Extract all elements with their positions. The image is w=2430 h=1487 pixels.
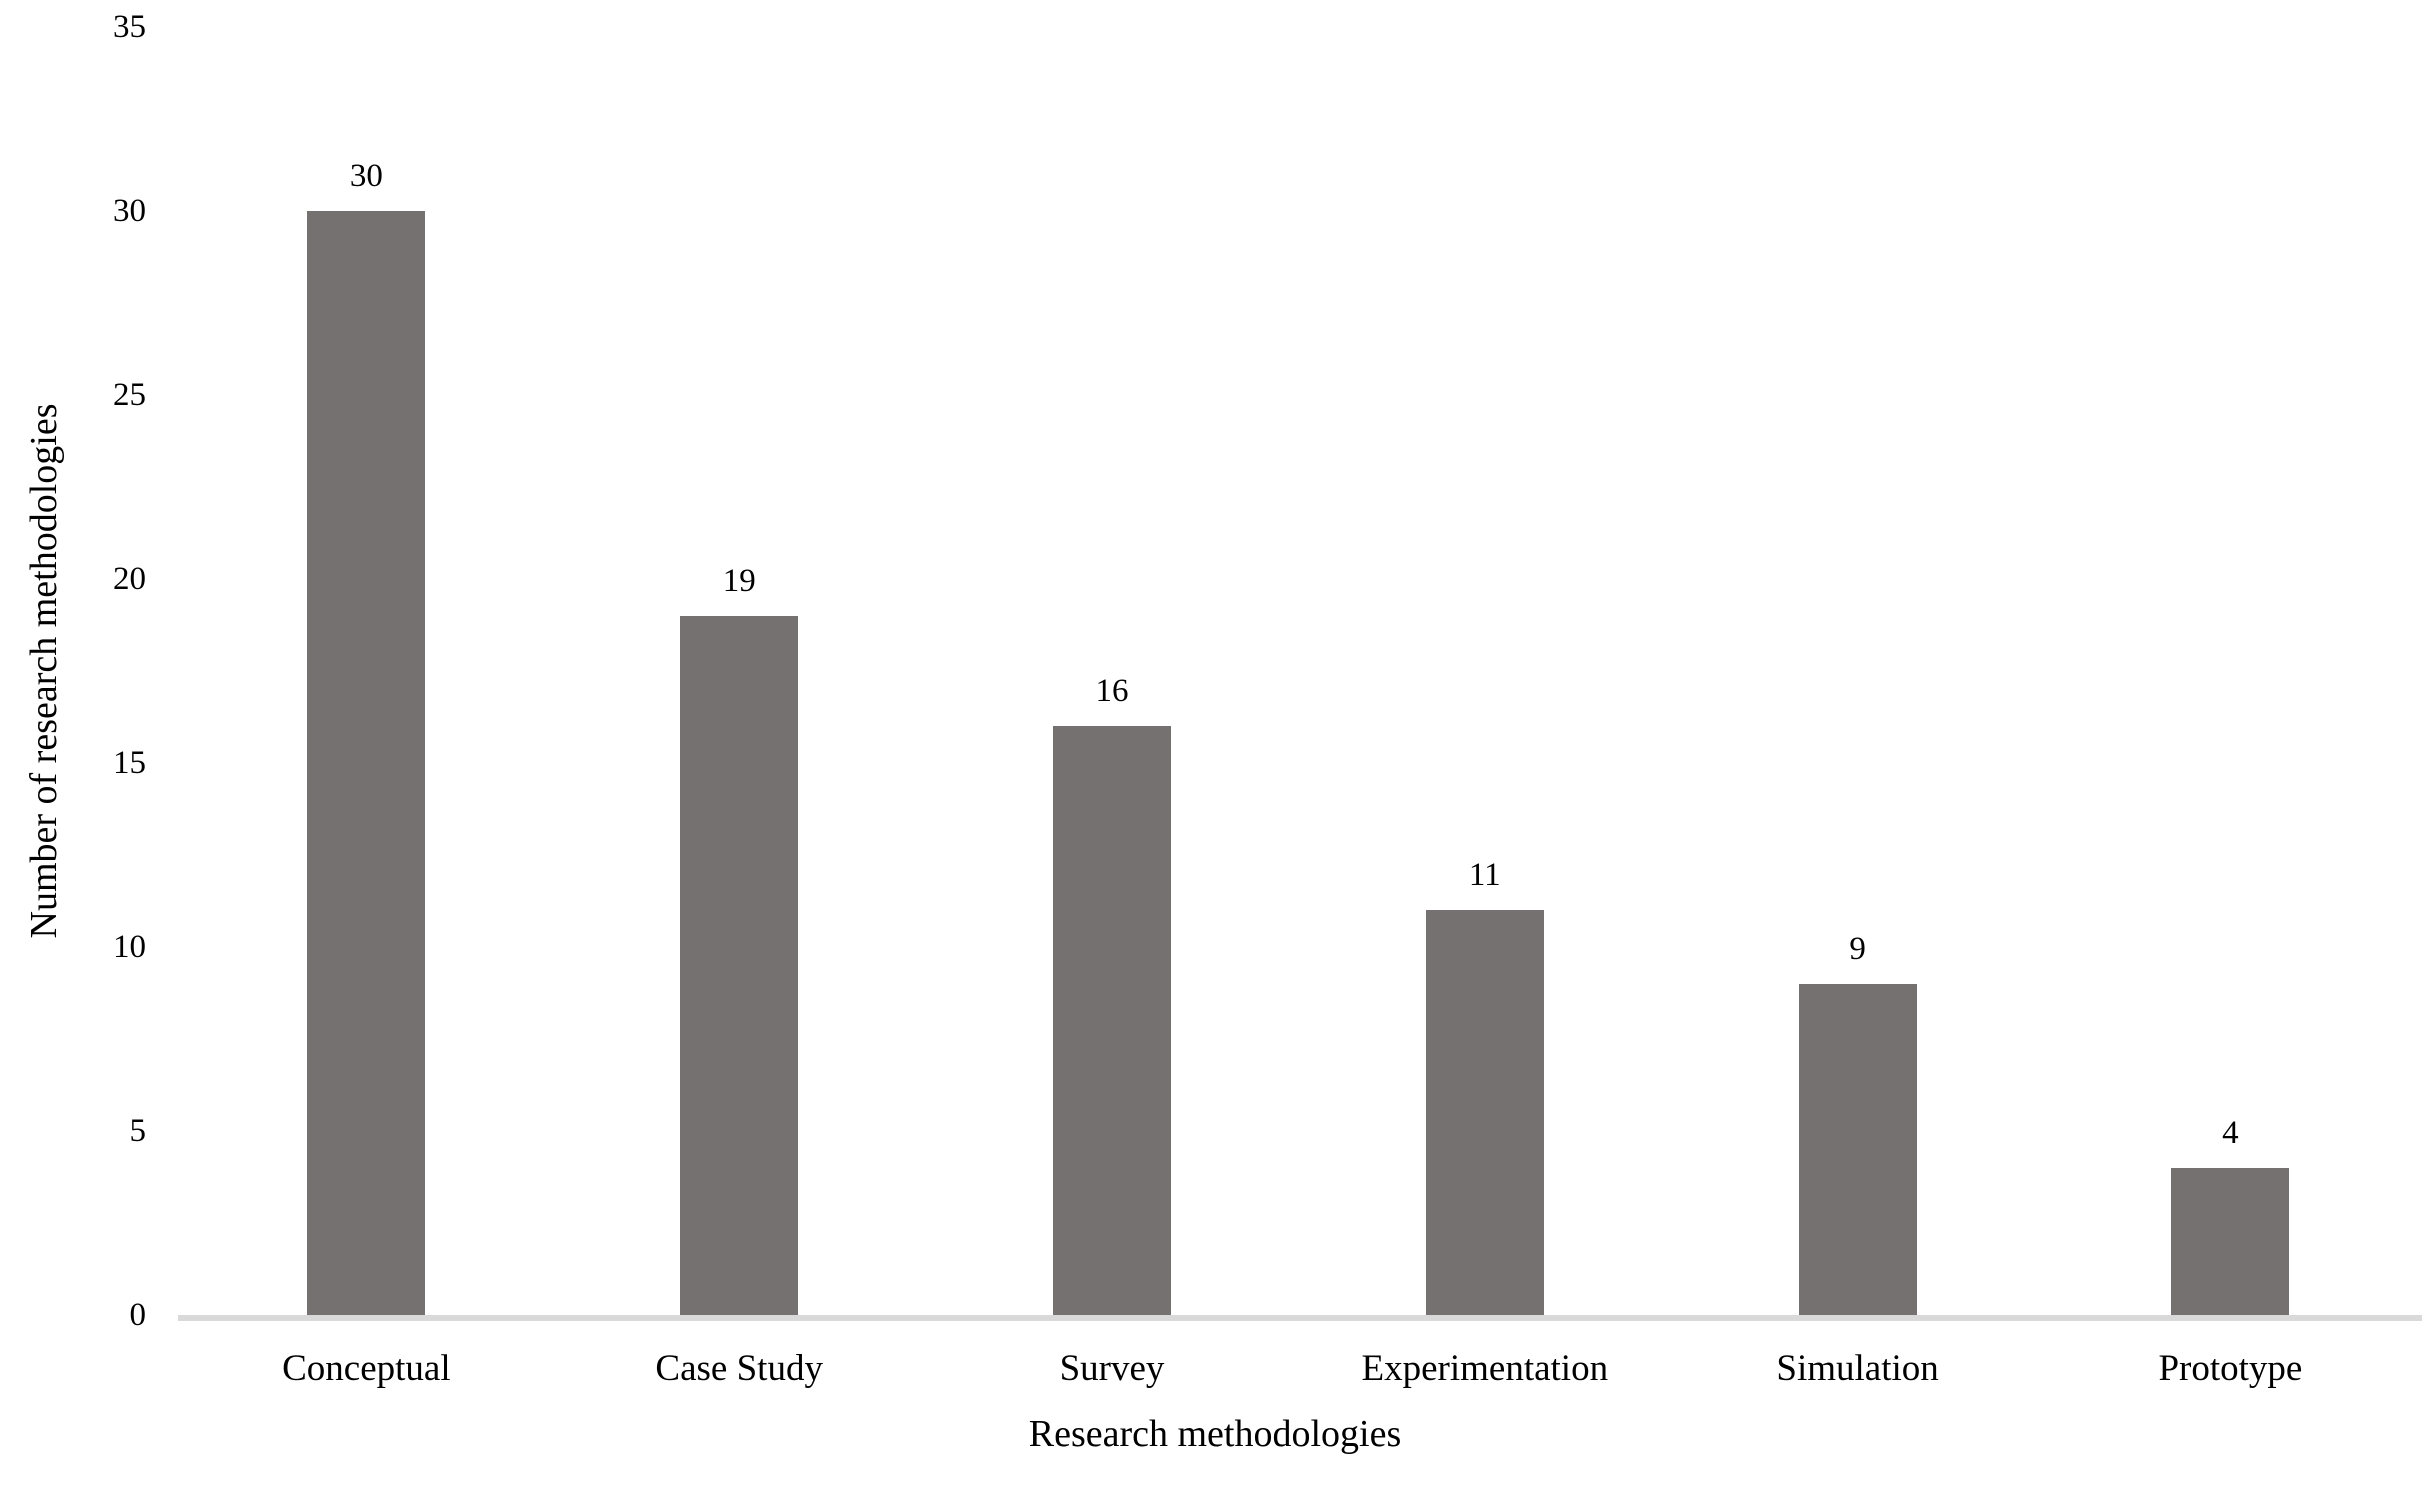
category-label-survey: Survey (1059, 1348, 1165, 1389)
bar-survey (1053, 726, 1171, 1315)
bar-value-label-prototype: 4 (2222, 1114, 2239, 1151)
y-tick-label: 0 (129, 1297, 147, 1333)
category-label-experimentation: Experimentation (1361, 1348, 1609, 1389)
y-tick-label: 30 (113, 193, 146, 229)
y-tick-label: 25 (113, 377, 146, 413)
x-axis-line (178, 1315, 2422, 1321)
bar-conceptual (307, 211, 426, 1315)
category-label-conceptual: Conceptual (282, 1348, 451, 1389)
bar-value-label-simulation: 9 (1849, 930, 1866, 967)
bar-value-label-conceptual: 30 (349, 158, 383, 194)
y-tick-label: 10 (113, 929, 146, 965)
category-label-simulation: Simulation (1776, 1348, 1939, 1389)
y-tick-label: 20 (113, 561, 146, 597)
y-tick-label: 35 (113, 9, 146, 45)
x-axis-title: Research methodologies (1028, 1413, 1402, 1455)
category-label-prototype: Prototype (2158, 1348, 2303, 1389)
bar-prototype (2171, 1167, 2290, 1315)
y-tick-label: 5 (129, 1113, 147, 1149)
bar-value-label-survey: 16 (1095, 673, 1129, 710)
y-axis-title: Number of research methodologies (23, 403, 65, 939)
bar-case-study (680, 615, 799, 1315)
category-label-case-study: Case Study (655, 1348, 823, 1389)
bar-simulation (1798, 983, 1917, 1315)
bar-experimentation (1425, 910, 1544, 1315)
y-tick-label: 15 (113, 745, 146, 781)
bar-value-label-experimentation: 11 (1468, 857, 1501, 894)
bar-value-label-case-study: 19 (722, 562, 756, 599)
